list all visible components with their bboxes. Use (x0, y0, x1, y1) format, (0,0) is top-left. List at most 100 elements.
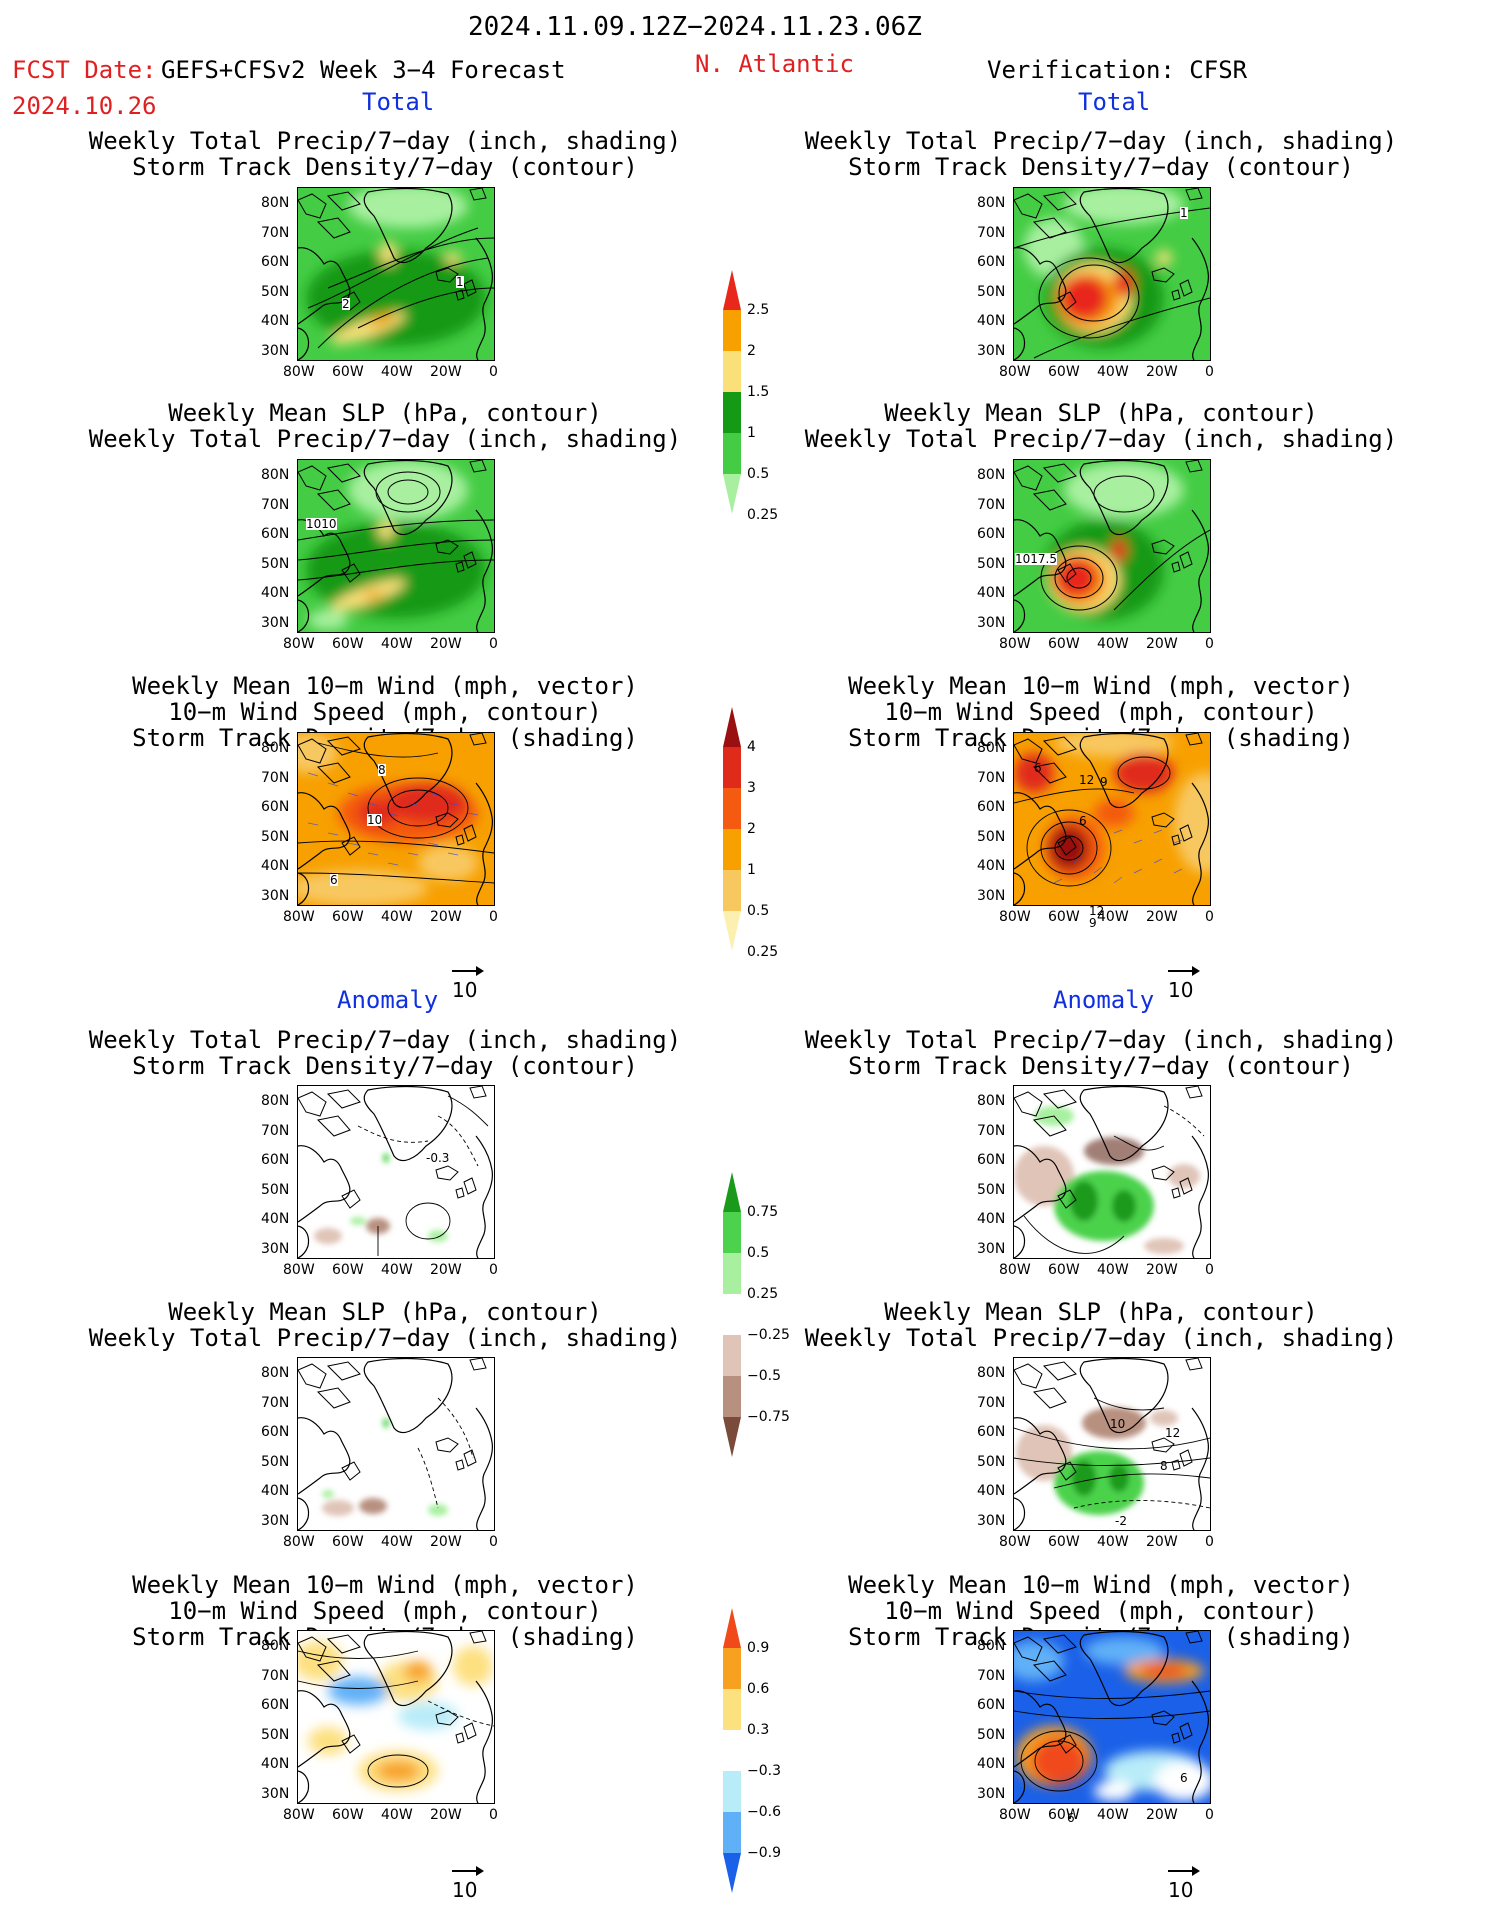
contour-label: 2 (342, 297, 350, 311)
contour-label: -0.3 (426, 1151, 450, 1165)
contour-label: 12 (1079, 773, 1095, 787)
lat-tick-label: 80N (977, 740, 1006, 756)
lat-tick-label: 70N (261, 1667, 290, 1684)
vector-ref-fc-wind: 10 (452, 966, 484, 1000)
lon-tick-label: 0 (1205, 1534, 1214, 1550)
lon-tick-label: 40W (1097, 364, 1129, 380)
lon-tick-label: 60W (332, 636, 364, 652)
lat-tick-label: 30N (261, 614, 290, 631)
lat-tick-label: 80N (261, 1093, 290, 1109)
colorbar-swatch (723, 788, 741, 829)
lat-tick-label: 40N (261, 858, 290, 874)
lon-tick-label: 60W (1048, 1262, 1080, 1278)
lat-tick-label: 30N (261, 1785, 290, 1802)
colorbar-label: 2 (747, 821, 756, 837)
lon-tick-label: 0 (489, 364, 498, 380)
map-fa-precip-track (297, 1085, 495, 1259)
lon-tick-label: 80W (283, 364, 315, 380)
map-oa-precip-track (1013, 1085, 1211, 1259)
lat-tick-label: 60N (977, 1152, 1006, 1168)
lat-tick-label: 50N (261, 1453, 290, 1470)
contour-label: 1017.5 (1015, 552, 1057, 566)
lon-tick-label: 40W (381, 636, 413, 652)
contour-label: 1 (456, 275, 464, 289)
fcst-date: 2024.10.26 (12, 92, 157, 120)
colorbar-swatch (723, 392, 741, 433)
contour-label: 12 (1165, 1426, 1181, 1440)
lat-tick-label: 70N (977, 1394, 1006, 1411)
lat-tick-label: 50N (977, 1726, 1006, 1743)
colorbar-label: 4 (747, 739, 756, 755)
colorbar-swatch (723, 1253, 741, 1294)
lat-tick-label: 30N (261, 887, 290, 904)
lat-tick-label: 60N (261, 1424, 290, 1440)
colorbar-swatch (723, 1730, 741, 1771)
lat-tick-label: 40N (977, 1211, 1006, 1227)
colorbar-precip-total: 2.5 2 1.5 1 0.5 0.25 (723, 270, 778, 522)
colorbar-label: 0.5 (747, 466, 770, 482)
lat-tick-label: 60N (261, 1152, 290, 1168)
lat-tick-label: 70N (261, 1394, 290, 1411)
lon-tick-label: 80W (999, 1262, 1031, 1278)
lat-tick-label: 80N (977, 1365, 1006, 1381)
lat-tick-label: 50N (261, 828, 290, 845)
colorbar-label: 0.5 (747, 903, 770, 919)
lon-tick-label: 80W (283, 1534, 315, 1550)
lat-tick-label: 60N (261, 254, 290, 270)
lat-tick-label: 50N (261, 1181, 290, 1198)
lat-tick-label: 30N (977, 614, 1006, 631)
lon-tick-label: 40W (381, 909, 413, 925)
colorbar-label: 0.6 (747, 1681, 770, 1697)
lat-tick-label: 70N (261, 1122, 290, 1139)
colorbar-swatch (723, 1608, 741, 1648)
lon-tick-label: 80W (283, 1262, 315, 1278)
lat-tick-label: 80N (977, 1093, 1006, 1109)
lon-tick-label: 0 (489, 636, 498, 652)
colorbar-label: −0.3 (747, 1763, 781, 1779)
contour-label: -2 (1115, 1514, 1127, 1528)
colorbar-label: 1.5 (747, 384, 770, 400)
lat-tick-label: 40N (261, 1211, 290, 1227)
map-fc-wind-track (297, 732, 495, 906)
lon-tick-label: 20W (430, 636, 462, 652)
title-oa-precip-track: Weekly Total Precip/7−day (inch, shading… (804, 1026, 1398, 1080)
colorbar-swatch (723, 1417, 741, 1457)
lat-tick-label: 70N (977, 224, 1006, 241)
title-fc-slp-precip: Weekly Mean SLP (hPa, contour) Weekly Tot… (88, 399, 682, 453)
lat-tick-label: 40N (977, 1756, 1006, 1772)
colorbar-swatch (723, 1172, 741, 1212)
colorbar-precip-anom: 0.75 0.5 0.25 −0.25 −0.5 −0.75 (723, 1172, 790, 1461)
vector-ref-fa-wind: 10 (452, 1866, 484, 1900)
map-fc-precip-track (297, 187, 495, 361)
lon-tick-label: 20W (1146, 1262, 1178, 1278)
colorbar-swatch (723, 1771, 741, 1812)
lon-tick-label: 40W (381, 1262, 413, 1278)
colorbar-swatch (723, 707, 741, 747)
lat-tick-label: 40N (261, 1756, 290, 1772)
lat-tick-label: 30N (977, 1785, 1006, 1802)
title-fa-precip-track: Weekly Total Precip/7−day (inch, shading… (88, 1026, 682, 1080)
colorbar-swatch (723, 1212, 741, 1253)
lon-tick-label: 60W (1048, 909, 1080, 925)
lat-tick-label: 70N (261, 224, 290, 241)
colorbar-label: 0.9 (747, 1640, 770, 1656)
colorbar-label: 3 (747, 780, 756, 796)
lon-tick-label: 60W (332, 1534, 364, 1550)
colorbar-graphic (723, 1608, 741, 1893)
colorbar-label: 0.25 (747, 1286, 779, 1302)
lat-tick-label: 60N (261, 526, 290, 542)
lat-tick-label: 50N (977, 828, 1006, 845)
colorbar-swatch (723, 1689, 741, 1730)
map-oa-slp-precip (1013, 1357, 1211, 1531)
title-ob-precip-track: Weekly Total Precip/7−day (inch, shading… (804, 127, 1398, 181)
title-oa-slp-precip: Weekly Mean SLP (hPa, contour) Weekly Tot… (804, 1298, 1398, 1352)
lat-tick-label: 80N (977, 467, 1006, 483)
lat-tick-label: 60N (977, 526, 1006, 542)
lon-tick-label: 40W (1097, 636, 1129, 652)
colorbar-label: 0.3 (747, 1722, 770, 1738)
lon-tick-label: 20W (1146, 636, 1178, 652)
lon-tick-label: 20W (430, 909, 462, 925)
section-anomaly-left: Anomaly (337, 986, 439, 1014)
colorbar-graphic (723, 270, 741, 514)
lon-tick-label: 0 (489, 1262, 498, 1278)
